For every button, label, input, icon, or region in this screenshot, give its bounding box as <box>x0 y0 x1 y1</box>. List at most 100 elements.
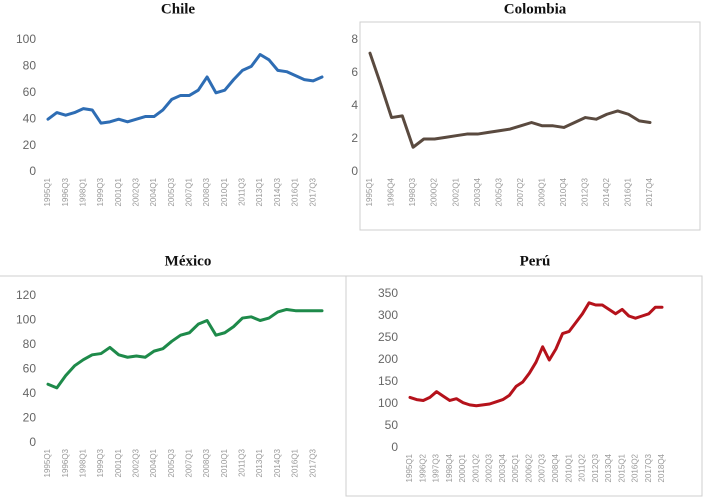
y-tick-label: 0 <box>29 435 36 449</box>
y-tick-label: 60 <box>23 85 37 99</box>
x-tick-label: 1995Q1 <box>405 453 414 482</box>
x-tick-label: 2005Q1 <box>511 453 520 482</box>
x-tick-label: 2001Q1 <box>114 448 123 477</box>
x-tick-label: 2013Q1 <box>255 177 264 206</box>
y-tick-label: 100 <box>378 396 398 410</box>
x-tick-label: 2010Q4 <box>559 177 568 206</box>
x-tick-label: 1998Q1 <box>78 177 87 206</box>
x-tick-label: 2002Q3 <box>485 453 494 482</box>
x-tick-label: 1995Q1 <box>43 448 52 477</box>
y-tick-label: 0 <box>391 440 398 454</box>
x-tick-label: 2016Q1 <box>291 177 300 206</box>
x-tick-label: 2009Q1 <box>537 177 546 206</box>
y-tick-label: 350 <box>378 286 398 300</box>
y-tick-label: 40 <box>23 386 37 400</box>
x-tick-label: 2002Q3 <box>131 177 140 206</box>
x-tick-label: 2006Q2 <box>524 453 533 482</box>
y-tick-label: 40 <box>23 111 37 125</box>
y-tick-label: 4 <box>351 98 358 112</box>
y-tick-label: 300 <box>378 308 398 322</box>
x-tick-label: 2012Q3 <box>591 453 600 482</box>
x-tick-label: 2011Q3 <box>238 448 247 476</box>
x-tick-label: 2012Q3 <box>580 177 589 206</box>
x-tick-label: 1999Q3 <box>96 177 105 206</box>
x-tick-label: 2008Q4 <box>551 453 560 482</box>
x-tick-label: 2013Q4 <box>604 453 613 482</box>
x-tick-label: 2014Q3 <box>273 448 282 477</box>
panel-border <box>359 21 701 231</box>
x-tick-label: 2003Q4 <box>473 177 482 206</box>
x-tick-label: 2017Q3 <box>644 453 653 482</box>
y-tick-label: 80 <box>23 337 37 351</box>
y-tick-label: 120 <box>16 288 36 302</box>
x-tick-label: 2018Q4 <box>657 453 666 482</box>
chart-title: Colombia <box>504 1 567 17</box>
y-tick-label: 80 <box>23 59 37 73</box>
x-tick-label: 2000Q2 <box>430 177 439 206</box>
x-tick-label: 2008Q3 <box>202 448 211 477</box>
chart-title: Perú <box>520 253 551 269</box>
y-tick-label: 60 <box>23 362 37 376</box>
x-tick-label: 2002Q1 <box>451 177 460 206</box>
y-tick-label: 200 <box>378 352 398 366</box>
data-line <box>368 51 652 149</box>
x-tick-label: 1996Q3 <box>61 448 70 477</box>
x-tick-label: 2007Q2 <box>516 177 525 206</box>
x-tick-label: 2007Q3 <box>538 453 547 482</box>
x-tick-label: 2002Q3 <box>131 448 140 477</box>
x-tick-label: 2016Q1 <box>624 177 633 206</box>
x-tick-label: 2005Q3 <box>167 177 176 206</box>
x-tick-label: 2004Q1 <box>149 177 158 206</box>
x-tick-label: 2004Q1 <box>149 448 158 477</box>
y-tick-label: 20 <box>23 411 37 425</box>
x-tick-label: 2016Q2 <box>631 453 640 482</box>
y-tick-label: 250 <box>378 330 398 344</box>
x-tick-label: 2010Q1 <box>564 453 573 482</box>
x-tick-label: 2015Q1 <box>617 453 626 482</box>
x-tick-label: 2014Q3 <box>273 177 282 206</box>
x-tick-label: 2000Q1 <box>458 453 467 482</box>
x-tick-label: 1996Q2 <box>418 453 427 482</box>
x-tick-label: 2005Q3 <box>494 177 503 206</box>
x-tick-label: 2017Q4 <box>645 177 654 206</box>
x-tick-label: 2017Q3 <box>308 448 317 477</box>
panel-border <box>345 275 703 497</box>
x-tick-label: 2010Q1 <box>220 177 229 206</box>
y-tick-label: 100 <box>16 32 36 46</box>
y-tick-label: 100 <box>16 313 36 327</box>
data-line <box>408 301 664 408</box>
y-tick-label: 150 <box>378 374 398 388</box>
y-tick-label: 50 <box>385 418 399 432</box>
x-tick-label: 1997Q3 <box>432 453 441 482</box>
chart-title: México <box>165 253 212 269</box>
x-tick-label: 1998Q3 <box>408 177 417 206</box>
x-tick-label: 2014Q2 <box>602 177 611 206</box>
x-tick-label: 1998Q4 <box>445 453 454 482</box>
y-tick-label: 20 <box>23 138 37 152</box>
data-line <box>46 307 324 390</box>
x-tick-label: 1996Q3 <box>61 177 70 206</box>
x-tick-label: 2011Q2 <box>578 453 587 481</box>
y-tick-label: 6 <box>351 65 358 79</box>
x-tick-label: 2001Q2 <box>471 453 480 482</box>
x-tick-label: 2017Q3 <box>308 177 317 206</box>
x-tick-label: 1995Q1 <box>365 177 374 206</box>
y-tick-label: 0 <box>29 164 36 178</box>
x-tick-label: 2010Q1 <box>220 448 229 477</box>
y-tick-label: 8 <box>351 32 358 46</box>
y-tick-label: 2 <box>351 131 358 145</box>
chart-title: Chile <box>161 1 196 17</box>
x-tick-label: 2013Q1 <box>255 448 264 477</box>
x-tick-label: 2016Q1 <box>291 448 300 477</box>
x-tick-label: 1996Q4 <box>387 177 396 206</box>
x-tick-label: 1998Q1 <box>78 448 87 477</box>
x-tick-label: 1999Q3 <box>96 448 105 477</box>
x-tick-label: 2008Q3 <box>202 177 211 206</box>
x-tick-label: 1995Q1 <box>43 177 52 206</box>
x-tick-label: 2011Q3 <box>238 177 247 205</box>
x-tick-label: 2001Q1 <box>114 177 123 206</box>
x-tick-label: 2003Q4 <box>498 453 507 482</box>
x-tick-label: 2007Q1 <box>185 177 194 206</box>
data-line <box>46 53 324 125</box>
